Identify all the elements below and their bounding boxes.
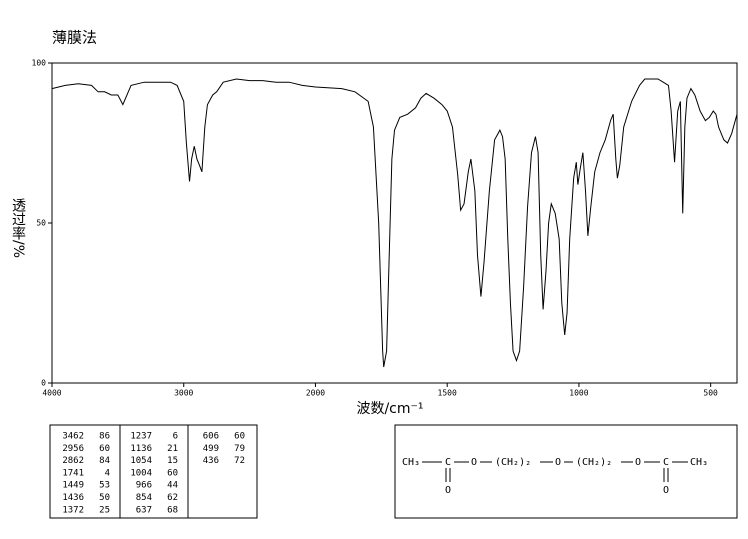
wavenumber-cell: 1372 (62, 505, 84, 515)
wavenumber-cell: 637 (136, 505, 152, 515)
wavenumber-cell: 966 (136, 481, 152, 491)
spectrum-line (51, 78, 738, 368)
atom: C (663, 457, 669, 468)
atom: O (635, 457, 641, 468)
wavenumber-cell: 499 (203, 444, 219, 454)
atom: O (663, 485, 669, 496)
x-tick-label: 3000 (174, 389, 193, 398)
transmittance-cell: 62 (167, 493, 178, 503)
x-axis-label: 波数/cm⁻¹ (356, 401, 423, 417)
x-tick-label: 4000 (42, 389, 61, 398)
wavenumber-cell: 1741 (62, 468, 84, 478)
transmittance-cell: 60 (234, 432, 245, 442)
atom: O (471, 457, 477, 468)
transmittance-cell: 53 (99, 481, 110, 491)
x-tick-label: 500 (703, 389, 718, 398)
transmittance-cell: 44 (167, 481, 178, 491)
wavenumber-cell: 1449 (62, 481, 84, 491)
structure: CH₃ C O (CH₂)₂ O (CH₂)₂ O C CH₃ O O (402, 457, 708, 496)
wavenumber-cell: 1237 (130, 432, 152, 442)
y-tick-label: 50 (36, 219, 46, 228)
atom: CH₃ (690, 457, 708, 468)
wavenumber-cell: 1054 (130, 456, 152, 466)
atom: C (445, 457, 451, 468)
transmittance-cell: 84 (99, 456, 110, 466)
wavenumber-cell: 606 (203, 432, 219, 442)
structure-frame (394, 424, 738, 519)
wavenumber-cell: 854 (136, 493, 152, 503)
transmittance-cell: 79 (234, 444, 245, 454)
wavenumber-cell: 1436 (62, 493, 84, 503)
transmittance-cell: 60 (167, 468, 178, 478)
wavenumber-cell: 3462 (62, 432, 84, 442)
transmittance-cell: 68 (167, 505, 178, 515)
y-tick-label: 0 (41, 379, 46, 388)
title: 薄膜法 (52, 29, 97, 47)
transmittance-cell: 25 (99, 505, 110, 515)
x-tick-label: 1000 (569, 389, 588, 398)
y-axis-label: 透过率/% (10, 198, 26, 258)
y-tick-label: 100 (32, 59, 47, 68)
transmittance-cell: 50 (99, 493, 110, 503)
atom: CH₃ (402, 457, 420, 468)
atom: (CH₂)₂ (495, 457, 531, 468)
transmittance-cell: 15 (167, 456, 178, 466)
plot-frame (51, 62, 738, 384)
transmittance-cell: 60 (99, 444, 110, 454)
atom: (CH₂)₂ (576, 457, 612, 468)
wavenumber-cell: 2956 (62, 444, 84, 454)
wavenumber-cell: 2862 (62, 456, 84, 466)
transmittance-cell: 86 (99, 432, 110, 442)
transmittance-cell: 4 (105, 468, 110, 478)
transmittance-cell: 72 (234, 456, 245, 466)
x-tick-label: 2000 (306, 389, 325, 398)
peak-table-frame (49, 424, 258, 519)
x-tick-label: 1500 (438, 389, 457, 398)
transmittance-cell: 21 (167, 444, 178, 454)
wavenumber-cell: 1004 (130, 468, 152, 478)
atom: O (555, 457, 561, 468)
transmittance-cell: 6 (173, 432, 178, 442)
wavenumber-cell: 1136 (130, 444, 152, 454)
atom: O (445, 485, 451, 496)
wavenumber-cell: 436 (203, 456, 219, 466)
